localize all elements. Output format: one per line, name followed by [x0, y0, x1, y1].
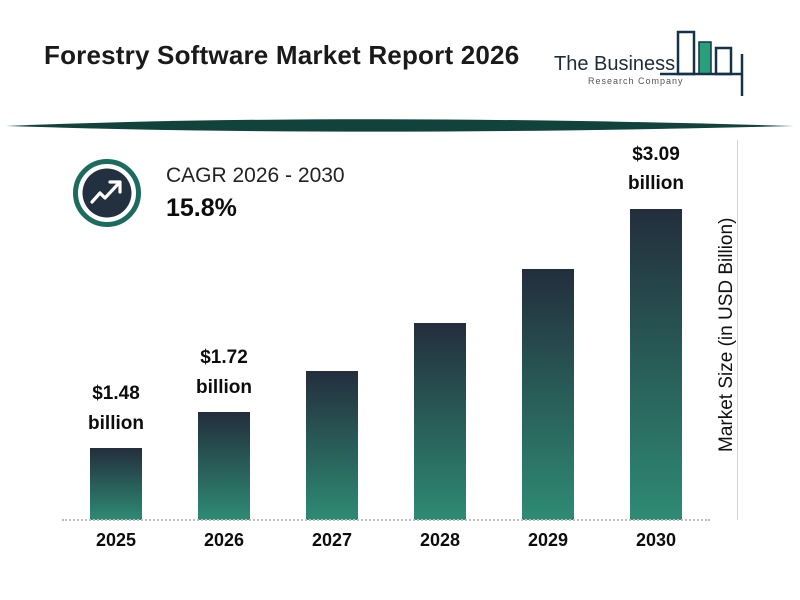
- x-tick-label-2028: 2028: [419, 530, 461, 550]
- logo-sub-text: Research Company: [588, 76, 684, 86]
- bar-2028: [414, 323, 466, 520]
- x-tick-label-2027: 2027: [311, 530, 353, 550]
- bar-value-label-2026: $1.72 billion: [196, 347, 252, 398]
- logo-name-text: The Business: [554, 53, 675, 75]
- x-axis-baseline: [62, 519, 710, 521]
- bar-column-2025: $1.48 billion: [62, 140, 170, 520]
- company-logo-graphic: The Business Research Company: [554, 30, 744, 96]
- bar-2025: [90, 448, 142, 520]
- bar-2026: [198, 412, 250, 520]
- bar-2029: [522, 269, 574, 520]
- x-axis-tick-labels: 2025 2026 2027 2028 2029 2030: [62, 530, 710, 551]
- cagr-text: CAGR 2026 - 2030 15.8%: [166, 158, 345, 223]
- divider-swoosh: [6, 119, 794, 132]
- bar-column-2029: [494, 140, 602, 520]
- cagr-value: 15.8%: [166, 194, 237, 222]
- x-tick-label-2029: 2029: [527, 530, 569, 550]
- x-tick-label-2030: 2030: [635, 530, 677, 550]
- page-title: Forestry Software Market Report 2026: [44, 40, 520, 70]
- x-tick-label-2026: 2026: [203, 530, 245, 550]
- cagr-label: CAGR 2026 - 2030: [166, 164, 345, 187]
- bar-2030: [630, 208, 682, 520]
- bar-chart: $1.48 billion $1.72 billion $3.09 billion: [62, 140, 710, 521]
- y-axis-title: Market Size (in USD Billion): [716, 217, 737, 453]
- bar-columns: $1.48 billion $1.72 billion $3.09 billion: [62, 140, 710, 520]
- logo-bars-icon: [660, 30, 744, 96]
- company-logo: The Business Research Company: [552, 26, 762, 110]
- bar-value-label-2025: $1.48 billion: [88, 383, 144, 434]
- bar-column-2028: [386, 140, 494, 520]
- y-axis-line: [737, 140, 738, 520]
- x-tick-label-2025: 2025: [95, 530, 137, 550]
- cagr-block: CAGR 2026 - 2030 15.8%: [72, 158, 345, 228]
- bar-column-2026: $1.72 billion: [170, 140, 278, 520]
- bar-column-2027: [278, 140, 386, 520]
- bar-2027: [306, 371, 358, 520]
- trend-up-icon: [73, 159, 141, 227]
- bar-column-2030: $3.09 billion: [602, 140, 710, 520]
- bar-value-label-2030: $3.09 billion: [628, 144, 684, 195]
